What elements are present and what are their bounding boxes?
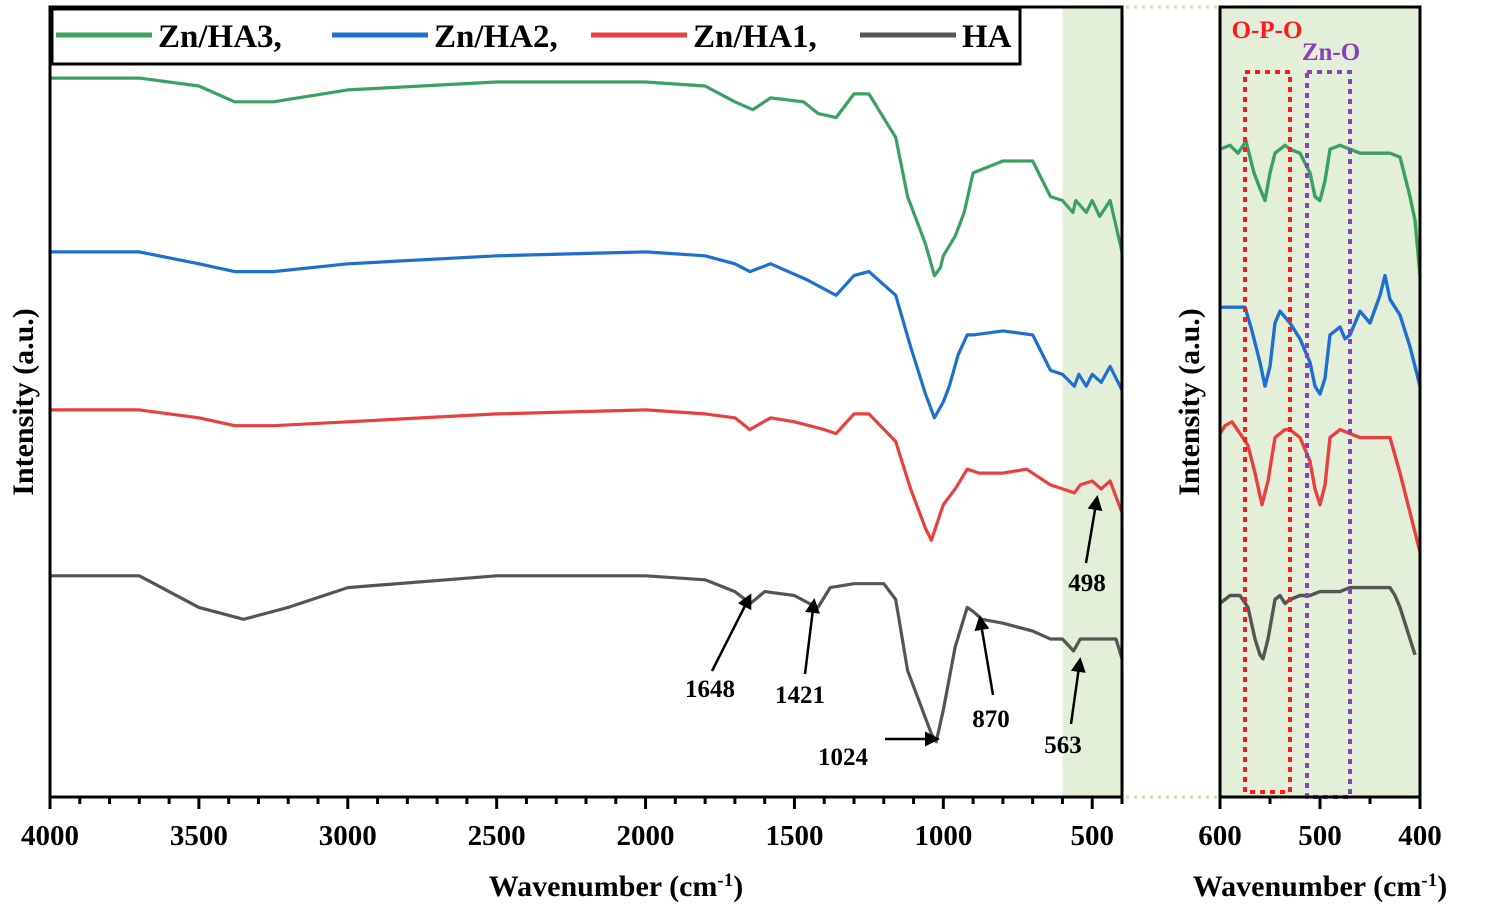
opo-label: O-P-O xyxy=(1232,17,1303,44)
inset-x-tick-label: 400 xyxy=(1398,820,1442,852)
peak-label: 498 xyxy=(1068,570,1106,597)
zno-label: Zn-O xyxy=(1302,39,1360,66)
legend-label: Zn/HA1, xyxy=(693,19,817,55)
inset-series-line-zn-ha2 xyxy=(1220,273,1422,396)
series-line-zn-ha3 xyxy=(50,76,1124,278)
zno-region-box xyxy=(1305,70,1352,799)
legend-label: Zn/HA2, xyxy=(434,19,558,55)
x-tick-label: 3000 xyxy=(319,820,377,852)
inset-panel: O-P-O Zn-O 600 500 400 Intensity (a.u.) Wa… xyxy=(1173,5,1447,904)
peak-arrow xyxy=(1069,657,1086,725)
inset-x-tick-label: 500 xyxy=(1298,820,1342,852)
x-tick-label: 1000 xyxy=(914,820,972,852)
highlight-region xyxy=(1062,7,1122,797)
main-y-axis-label: Intensity (a.u.) xyxy=(7,308,40,496)
series-line-zn-ha2 xyxy=(50,250,1124,420)
inset-y-axis-label: Intensity (a.u.) xyxy=(1173,308,1206,496)
main-x-ticks: 4000 3500 3000 2500 2000 1500 1000 500 xyxy=(21,797,1124,852)
peak-arrow xyxy=(803,598,820,675)
peak-label: 1024 xyxy=(818,744,869,771)
main-panel: 4000 3500 3000 2500 2000 1500 1000 500 1648 1421… xyxy=(7,5,1124,904)
legend: Zn/HA3, Zn/HA2, Zn/HA1, HA xyxy=(50,7,1022,66)
x-tick-label: 2000 xyxy=(617,820,675,852)
x-tick-label: 1500 xyxy=(765,820,823,852)
inset-x-axis-label: Wavenumber (cm-1) xyxy=(1193,870,1447,904)
peak-arrow xyxy=(1084,495,1103,564)
peak-label: 870 xyxy=(972,706,1010,733)
x-tick-label: 2500 xyxy=(468,820,526,852)
inset-background xyxy=(1220,7,1420,797)
inset-x-ticks: 600 500 400 xyxy=(1198,797,1442,852)
main-x-axis-label: Wavenumber (cm-1) xyxy=(489,870,743,904)
x-tick-label: 4000 xyxy=(21,820,79,852)
peak-arrow xyxy=(974,615,995,696)
opo-region-box xyxy=(1243,70,1292,794)
legend-label: Zn/HA3, xyxy=(158,19,282,55)
inset-x-tick-label: 600 xyxy=(1198,820,1242,852)
peak-label: 1648 xyxy=(685,676,735,703)
main-annotations: 1648 1421 1024 870 563 498 xyxy=(685,495,1106,771)
x-tick-label: 500 xyxy=(1070,820,1114,852)
main-series-group xyxy=(50,76,1124,744)
inset-series-line-zn-ha3 xyxy=(1219,139,1422,276)
x-tick-label: 3500 xyxy=(170,820,228,852)
peak-label: 563 xyxy=(1044,732,1082,759)
main-plot-frame xyxy=(48,5,1124,799)
legend-label: HA xyxy=(962,19,1012,55)
peak-label: 1421 xyxy=(775,682,825,709)
series-line-ha xyxy=(50,574,1124,744)
legend-box xyxy=(50,7,1022,66)
series-line-zn-ha1 xyxy=(50,408,1124,542)
peak-arrow xyxy=(710,593,752,672)
inset-series-line-zn-ha1 xyxy=(1218,420,1422,553)
